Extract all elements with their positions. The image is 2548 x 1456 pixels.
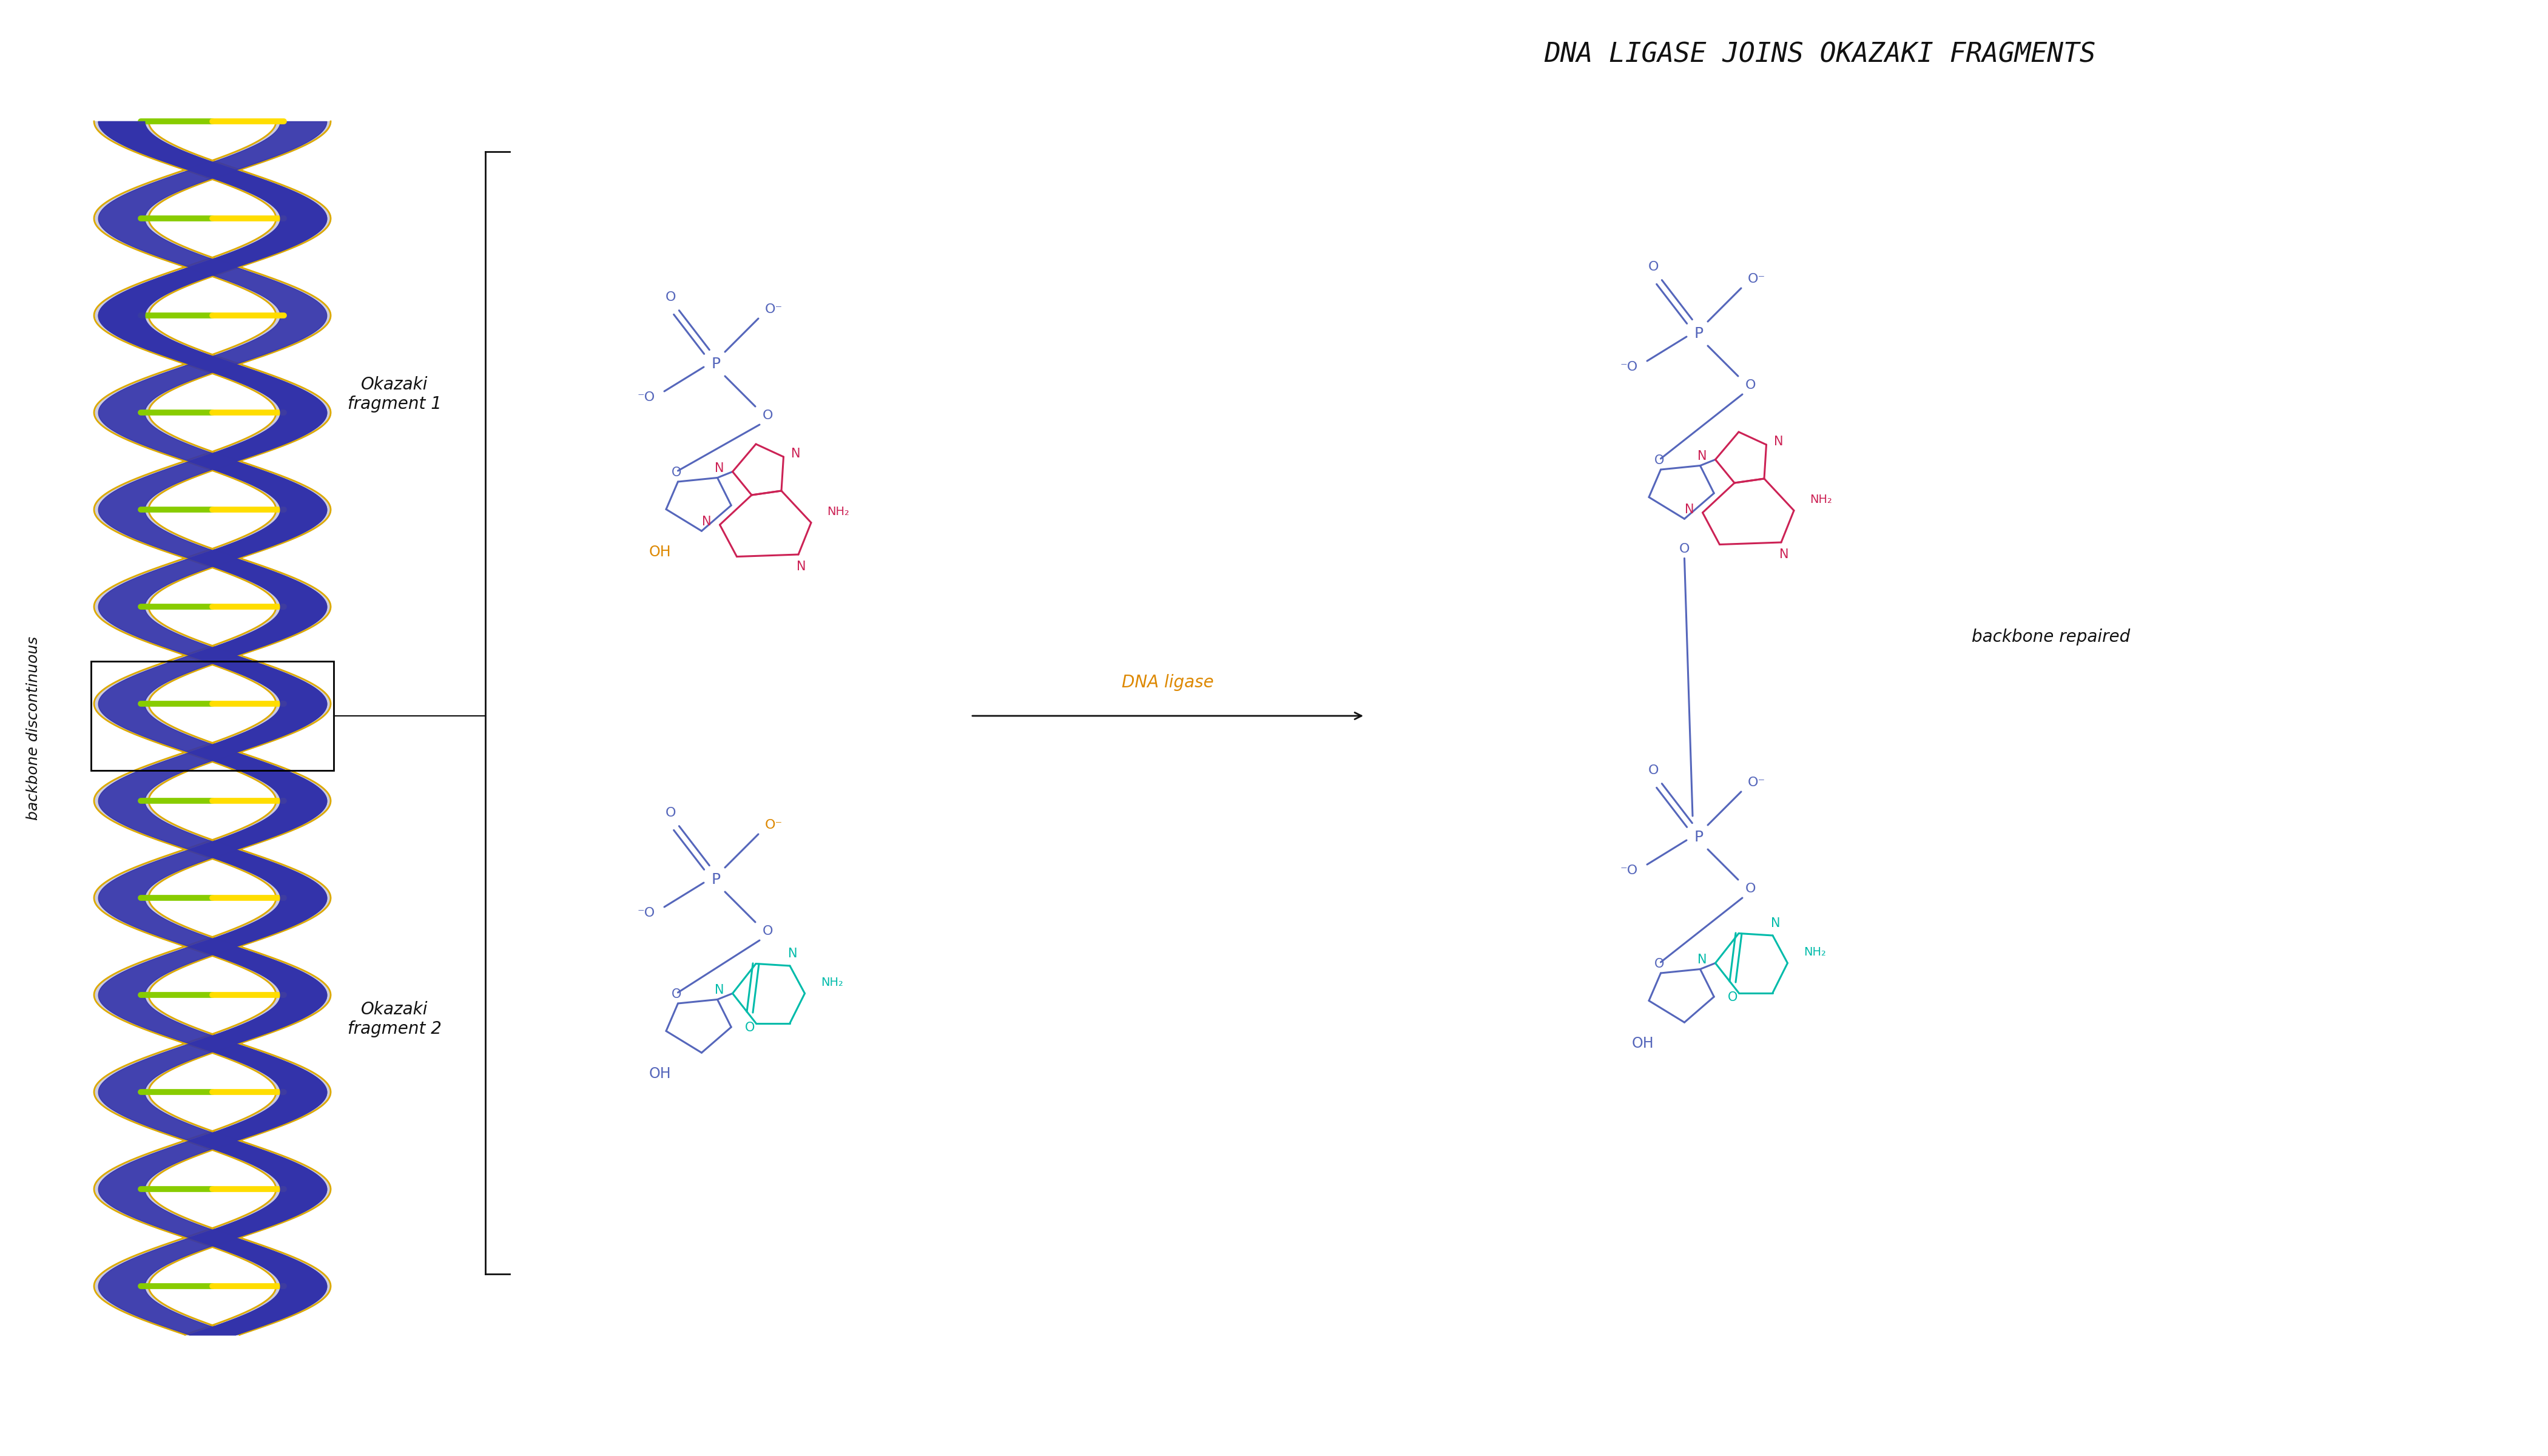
Text: O⁻: O⁻ <box>1748 274 1766 285</box>
Text: OH: OH <box>650 545 670 559</box>
Text: O: O <box>665 807 675 818</box>
Text: O: O <box>1679 543 1689 555</box>
Text: N: N <box>701 515 711 527</box>
Text: NH₂: NH₂ <box>820 977 843 989</box>
Text: O: O <box>665 291 675 303</box>
Text: N: N <box>1684 504 1694 515</box>
Text: NH₂: NH₂ <box>828 505 848 517</box>
Text: O: O <box>744 1021 754 1034</box>
Text: N: N <box>1773 435 1784 447</box>
Text: O: O <box>1649 261 1659 272</box>
Text: O⁻: O⁻ <box>764 818 782 831</box>
Text: P: P <box>711 357 721 371</box>
Text: N: N <box>1697 450 1707 463</box>
Text: OH: OH <box>650 1067 670 1082</box>
Text: O: O <box>1649 764 1659 776</box>
Text: O: O <box>673 989 683 1000</box>
Text: P: P <box>711 872 721 887</box>
Text: backbone discontinuous: backbone discontinuous <box>25 636 41 820</box>
Text: O: O <box>1745 882 1756 895</box>
Text: ⁻O: ⁻O <box>1621 361 1638 373</box>
Text: N: N <box>790 447 800 460</box>
Text: N: N <box>1697 954 1707 967</box>
Text: O⁻: O⁻ <box>764 303 782 316</box>
Text: O: O <box>1728 992 1738 1003</box>
Text: ⁻O: ⁻O <box>637 907 655 919</box>
Text: Okazaki
fragment 2: Okazaki fragment 2 <box>347 1000 441 1038</box>
Text: backbone repaired: backbone repaired <box>1972 629 2130 645</box>
Text: O: O <box>673 466 683 479</box>
Text: N: N <box>713 463 724 475</box>
Text: N: N <box>798 561 805 572</box>
Text: O⁻: O⁻ <box>1748 776 1766 789</box>
Text: O: O <box>1745 379 1756 392</box>
Text: N: N <box>1779 549 1789 561</box>
Text: ⁻O: ⁻O <box>637 392 655 403</box>
Text: NH₂: NH₂ <box>1804 946 1827 958</box>
Text: N: N <box>787 948 798 960</box>
Text: O: O <box>1654 958 1664 970</box>
Text: O: O <box>1654 454 1664 466</box>
Text: O: O <box>762 925 772 938</box>
Text: P: P <box>1694 830 1702 844</box>
Text: NH₂: NH₂ <box>1809 494 1832 505</box>
Text: N: N <box>1771 917 1781 929</box>
Bar <box>92 661 334 770</box>
Text: P: P <box>1694 326 1702 341</box>
Text: OH: OH <box>1631 1037 1654 1051</box>
Text: Okazaki
fragment 1: Okazaki fragment 1 <box>347 376 441 412</box>
Text: N: N <box>713 984 724 996</box>
Text: O: O <box>762 409 772 422</box>
Text: DNA LIGASE JOINS OKAZAKI FRAGMENTS: DNA LIGASE JOINS OKAZAKI FRAGMENTS <box>1544 42 2097 67</box>
Text: DNA ligase: DNA ligase <box>1121 674 1213 692</box>
Text: ⁻O: ⁻O <box>1621 865 1638 877</box>
